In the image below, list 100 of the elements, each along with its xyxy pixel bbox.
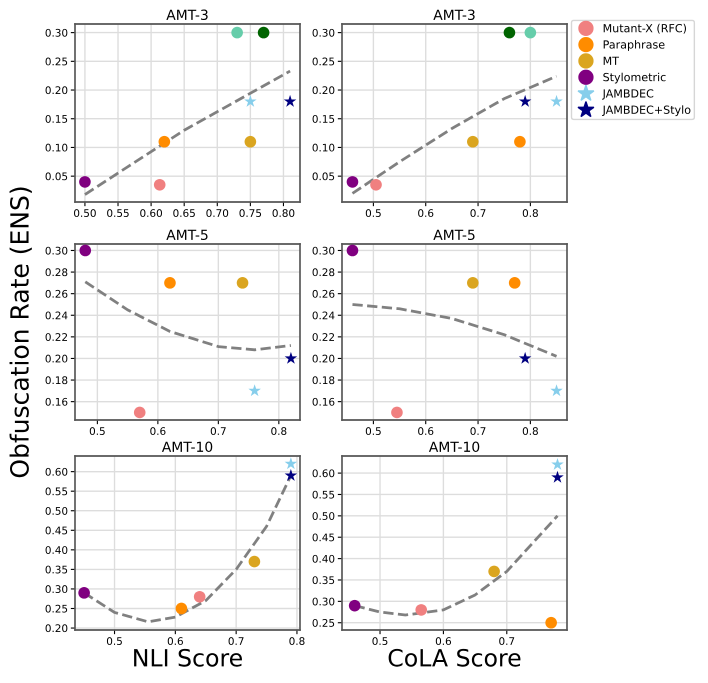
point bbox=[176, 602, 188, 614]
point bbox=[248, 556, 260, 568]
x-tick-label: 0.5 bbox=[372, 637, 388, 646]
point bbox=[194, 590, 206, 603]
x-tick-label: 0.8 bbox=[522, 427, 538, 436]
point bbox=[231, 26, 243, 38]
y-tick-label: 0.30 bbox=[46, 28, 68, 37]
point bbox=[284, 468, 298, 481]
legend-label: Mutant-X (RFC) bbox=[604, 24, 686, 34]
line-series bbox=[84, 280, 292, 352]
x-axis-title: CoLA Score bbox=[388, 648, 520, 667]
y-tick-label: 0.10 bbox=[46, 144, 68, 152]
y-tick-label: 0.50 bbox=[312, 512, 334, 520]
x-tick-label: 0.7 bbox=[470, 209, 486, 218]
point bbox=[244, 136, 256, 148]
y-tick-label: 0.45 bbox=[312, 533, 334, 542]
legend-label: Stylometric bbox=[603, 72, 666, 84]
y-tick-label: 0.22 bbox=[312, 333, 334, 341]
point bbox=[551, 470, 564, 483]
y-tick-label: 0.30 bbox=[312, 246, 334, 255]
x-tick-label: 0.75 bbox=[239, 209, 262, 218]
point bbox=[244, 94, 257, 107]
y-tick-label: 0.30 bbox=[312, 598, 334, 606]
point bbox=[518, 94, 532, 107]
point bbox=[514, 136, 526, 148]
x-tick-label: 0.5 bbox=[366, 209, 381, 218]
y-tick-label: 0.45 bbox=[46, 526, 68, 534]
y-tick-label: 0.20 bbox=[46, 354, 68, 363]
point bbox=[467, 277, 479, 289]
x-tick-label: 0.7 bbox=[228, 637, 244, 646]
y-tick-label: 0.30 bbox=[46, 246, 68, 255]
point bbox=[236, 277, 248, 289]
y-tick-label: 0.55 bbox=[312, 490, 334, 499]
y-tick-label: 0.30 bbox=[46, 585, 68, 594]
chart-title: AMT-3 bbox=[433, 10, 475, 20]
y-tick-label: 0.35 bbox=[46, 566, 68, 574]
point bbox=[79, 176, 91, 188]
legend-label: JAMBDEC+Stylo bbox=[602, 105, 690, 116]
y-tick-label: 0.05 bbox=[312, 172, 334, 180]
y-axis-title: Obfuscation Rate (ENS) bbox=[10, 188, 32, 478]
y-tick-label: 0.25 bbox=[46, 58, 68, 66]
chart-title: AMT-5 bbox=[166, 230, 208, 240]
y-tick-label: 0.60 bbox=[312, 469, 334, 478]
x-tick-label: 0.80 bbox=[272, 209, 294, 218]
point bbox=[518, 352, 532, 364]
x-tick-label: 0.5 bbox=[106, 637, 122, 646]
y-tick-label: 0.25 bbox=[312, 58, 334, 66]
y-tick-label: 0.24 bbox=[312, 311, 334, 320]
chart-title: AMT-3 bbox=[166, 10, 208, 20]
y-tick-label: 0.30 bbox=[312, 28, 334, 37]
y-tick-label: 0.24 bbox=[46, 311, 68, 320]
y-tick-label: 0.15 bbox=[312, 114, 334, 123]
line-series bbox=[351, 74, 558, 195]
x-tick-label: 0.8 bbox=[289, 637, 305, 646]
point bbox=[248, 384, 261, 396]
x-tick-label: 0.8 bbox=[522, 209, 538, 218]
y-tick-label: 0.40 bbox=[46, 546, 68, 554]
y-tick-label: 0.10 bbox=[312, 144, 334, 152]
y-tick-label: 0.16 bbox=[312, 398, 334, 406]
point bbox=[551, 458, 564, 470]
y-tick-label: 0.40 bbox=[312, 554, 334, 563]
y-tick-label: 0.55 bbox=[46, 487, 68, 496]
point bbox=[415, 604, 428, 616]
x-tick-label: 0.70 bbox=[206, 209, 228, 218]
point bbox=[284, 352, 298, 364]
y-tick-label: 0.50 bbox=[46, 506, 68, 515]
point bbox=[391, 406, 403, 418]
x-tick-label: 0.5 bbox=[366, 427, 381, 436]
y-tick-label: 0.60 bbox=[46, 468, 68, 476]
point bbox=[284, 457, 298, 470]
point bbox=[524, 26, 536, 38]
legend-label: Paraphrase bbox=[604, 40, 665, 51]
y-tick-label: 0.15 bbox=[46, 114, 68, 123]
point bbox=[346, 244, 358, 256]
x-tick-label: 0.55 bbox=[107, 209, 129, 218]
point bbox=[508, 277, 520, 289]
line-series bbox=[351, 303, 558, 358]
y-tick-label: 0.22 bbox=[46, 333, 68, 341]
point bbox=[504, 26, 516, 38]
x-tick-label: 0.6 bbox=[418, 427, 434, 436]
point bbox=[550, 94, 563, 107]
chart-title: AMT-10 bbox=[428, 442, 480, 452]
y-tick-label: 0.28 bbox=[46, 268, 68, 276]
point bbox=[284, 94, 296, 107]
y-tick-label: 0.35 bbox=[312, 576, 334, 584]
x-tick-label: 0.6 bbox=[150, 427, 166, 436]
x-tick-label: 0.65 bbox=[173, 209, 195, 218]
point bbox=[154, 178, 166, 191]
point bbox=[348, 600, 360, 612]
point bbox=[545, 616, 557, 629]
y-tick-label: 0.20 bbox=[312, 354, 334, 363]
y-tick-label: 0.20 bbox=[312, 86, 334, 94]
y-tick-label: 0.20 bbox=[46, 86, 68, 94]
point bbox=[258, 26, 270, 38]
chart-title: AMT-5 bbox=[433, 230, 475, 240]
point bbox=[158, 136, 170, 148]
y-tick-label: 0.28 bbox=[312, 268, 334, 276]
point bbox=[134, 406, 146, 418]
x-tick-label: 0.8 bbox=[271, 427, 286, 436]
y-tick-label: 0.05 bbox=[46, 172, 68, 180]
